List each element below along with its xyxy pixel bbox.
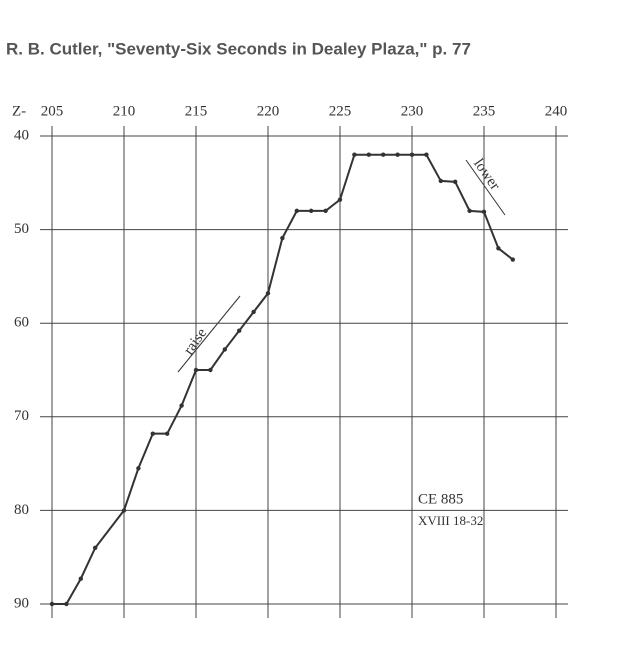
x-tick-label: 215 (185, 103, 208, 119)
data-point (337, 197, 343, 202)
y-tick-label: 70 (14, 408, 29, 424)
data-point (64, 601, 69, 607)
x-tick-label: 205 (41, 103, 64, 119)
y-tick-label: 90 (14, 595, 29, 611)
annotation-arrow (465, 159, 506, 216)
data-point (395, 152, 400, 157)
data-point (280, 235, 285, 241)
data-point (510, 257, 515, 262)
y-tick-label: 50 (14, 221, 29, 237)
annotation: CE 885 (418, 491, 463, 507)
data-point (193, 367, 199, 373)
data-point (121, 508, 127, 513)
data-point (424, 152, 429, 157)
x-tick-label: 225 (329, 103, 352, 119)
y-tick-label: 60 (14, 315, 29, 331)
data-point (294, 208, 299, 214)
y-tick-label: 40 (14, 127, 29, 143)
x-axis-label: Z- (12, 103, 26, 119)
annotation-arrow (177, 295, 241, 373)
data-point (136, 466, 141, 471)
data-point (438, 178, 443, 184)
data-point (222, 347, 227, 352)
annotation: lower (470, 156, 503, 193)
data-line (52, 153, 514, 605)
data-point (150, 431, 155, 436)
annotation: XVIII 18-32 (418, 513, 483, 528)
data-point (309, 208, 314, 214)
data-point (323, 208, 328, 214)
data-point (237, 328, 242, 333)
data-point (453, 179, 458, 185)
data-point (93, 545, 98, 551)
x-tick-label: 240 (545, 103, 568, 119)
data-point (78, 576, 84, 581)
data-point (208, 367, 213, 373)
data-point (467, 208, 472, 214)
data-point (381, 152, 386, 157)
data-point (265, 291, 271, 296)
y-tick-label: 80 (14, 502, 29, 518)
data-point (49, 601, 55, 607)
data-point (352, 152, 357, 157)
x-tick-label: 210 (113, 103, 136, 119)
data-point (179, 403, 184, 408)
data-point (481, 209, 487, 215)
x-tick-label: 220 (257, 103, 280, 119)
data-point (496, 246, 501, 251)
x-tick-label: 230 (401, 103, 424, 119)
chart-title: R. B. Cutler, "Seventy-Six Seconds in De… (6, 39, 471, 58)
data-point (165, 431, 170, 436)
data-point (409, 152, 415, 157)
data-point (366, 152, 371, 157)
data-point (251, 309, 256, 315)
x-tick-label: 235 (473, 103, 496, 119)
